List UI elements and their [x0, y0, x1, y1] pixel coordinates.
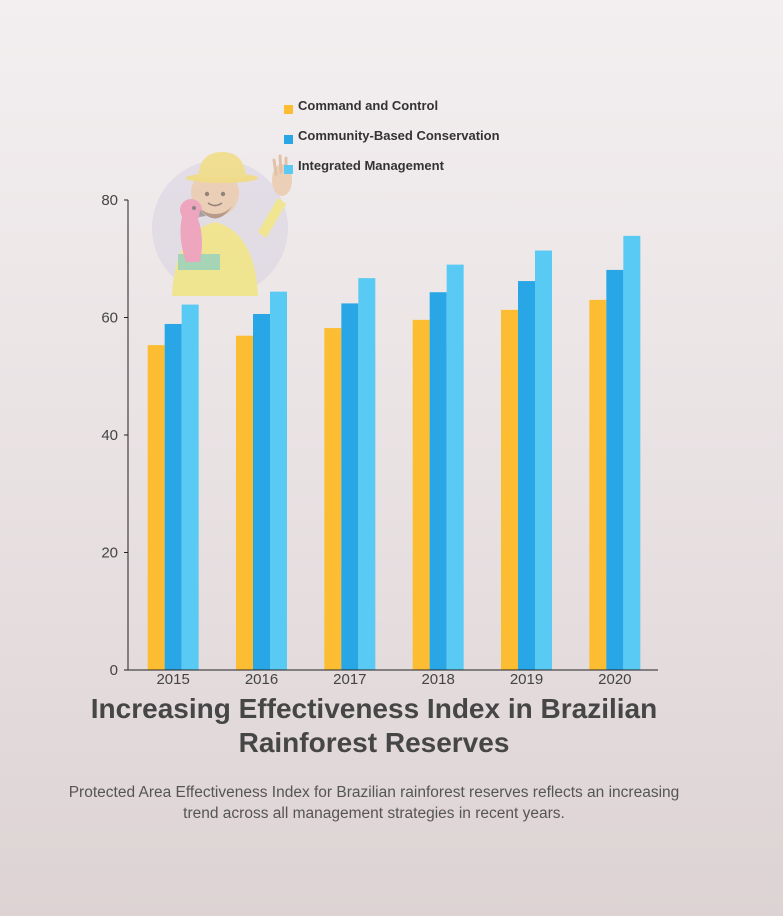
bar-2019-series-2	[518, 281, 535, 670]
legend-entry-1: Command and Control	[298, 98, 438, 113]
y-tick-label: 40	[101, 427, 118, 444]
bar-2017-series-3	[358, 278, 376, 670]
chart-subtitle: Protected Area Effectiveness Index for B…	[68, 784, 680, 822]
x-tick-label: 2020	[598, 671, 631, 688]
x-tick-label: 2017	[333, 671, 366, 688]
legend: Command and Control Community-Based Conse…	[284, 98, 500, 174]
axes: 0 20 40 60 80 2015 2016 2017 2018 2019 2020	[101, 192, 658, 688]
bar-2016-series-3	[270, 291, 287, 670]
bar-2019-series-3	[535, 250, 552, 670]
bar-chart: Command and Control Community-Based Conse…	[101, 98, 658, 688]
bar-2017-series-2	[341, 303, 359, 670]
bar-2018-series-2	[429, 292, 447, 670]
bar-2018-series-3	[446, 264, 464, 670]
bar-2015-series-3	[181, 304, 199, 670]
bar-2016-series-1	[236, 335, 253, 670]
legend-entry-2: Community-Based Conservation	[298, 128, 500, 143]
x-tick-label: 2015	[156, 671, 189, 688]
bar-2020-series-1	[589, 299, 607, 670]
chart-title: Increasing Effectiveness Index in Brazil…	[90, 693, 658, 758]
bar-2020-series-2	[606, 269, 624, 670]
x-tick-label: 2019	[510, 671, 543, 688]
legend-swatch-3	[284, 165, 293, 174]
bar-2019-series-1	[501, 309, 518, 670]
legend-swatch-2	[284, 135, 293, 144]
legend-swatch-1	[284, 105, 293, 114]
bar-2015-series-1	[147, 345, 165, 670]
bar-2015-series-2	[164, 323, 182, 670]
x-tick-label: 2018	[421, 671, 454, 688]
ranger-with-parrot-icon	[152, 152, 292, 296]
y-tick-label: 20	[101, 545, 118, 562]
y-tick-label: 0	[110, 662, 118, 679]
legend-entry-3: Integrated Management	[298, 158, 445, 173]
y-tick-label: 80	[101, 192, 118, 209]
bar-2018-series-1	[412, 319, 430, 670]
bar-2017-series-1	[324, 328, 342, 670]
x-tick-label: 2016	[245, 671, 278, 688]
bars	[147, 235, 641, 670]
y-tick-label: 60	[101, 310, 118, 327]
bar-2020-series-3	[623, 235, 641, 670]
bar-2016-series-2	[253, 313, 270, 670]
